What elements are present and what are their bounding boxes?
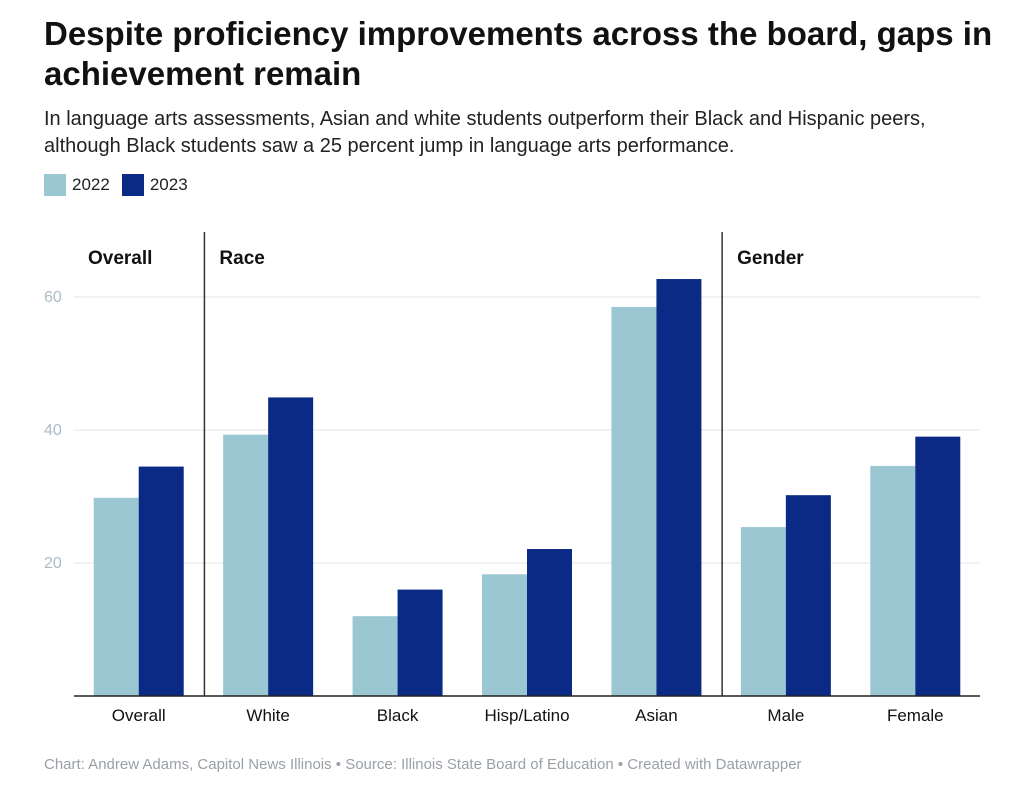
x-tick-label: Hisp/Latino xyxy=(484,706,569,725)
bar-chart: 20 40 60 Overall Race Gender Overall White Black… xyxy=(44,232,980,725)
y-tick-label: 60 xyxy=(44,289,62,306)
bar-2023-male xyxy=(785,495,831,696)
group-label-race: Race xyxy=(219,248,264,269)
legend-item-2022: 2022 xyxy=(44,174,110,196)
legend: 2022 2023 xyxy=(44,174,200,196)
bar-2022-female xyxy=(870,465,916,696)
bar-2022-overall xyxy=(93,497,139,696)
legend-label-2023: 2023 xyxy=(149,175,188,194)
x-tick-label: Black xyxy=(377,706,419,725)
chart-footer: Chart: Andrew Adams, Capitol News Illino… xyxy=(44,756,802,773)
x-tick-label: Female xyxy=(887,706,944,725)
bar-2023-asian xyxy=(656,279,702,696)
bar-2022-black xyxy=(352,616,398,696)
bar-2023-overall xyxy=(138,466,184,696)
y-tick-label: 40 xyxy=(44,422,62,439)
legend-swatch-2023 xyxy=(121,174,144,196)
x-tick-label: Male xyxy=(767,706,804,725)
x-tick-label: White xyxy=(246,706,289,725)
group-label-gender: Gender xyxy=(737,248,804,269)
chart-title: Despite proficiency improvements across … xyxy=(44,15,993,92)
y-tick-label: 20 xyxy=(44,555,62,572)
bar-2023-white xyxy=(268,397,314,696)
x-tick-label: Overall xyxy=(112,706,166,725)
bar-2023-hisp-latino xyxy=(527,549,572,696)
legend-swatch-2022 xyxy=(44,174,66,196)
bar-2022-hisp-latino xyxy=(482,574,527,696)
bar-2023-black xyxy=(397,589,443,696)
legend-label-2022: 2022 xyxy=(72,175,110,194)
x-tick-label: Asian xyxy=(635,706,678,725)
bar-2022-asian xyxy=(611,306,657,696)
chart-subtitle: In language arts assessments, Asian and … xyxy=(44,108,926,157)
legend-item-2023: 2023 xyxy=(121,174,188,196)
bar-2023-female xyxy=(915,436,961,696)
bar-2022-white xyxy=(223,434,269,696)
group-label-overall: Overall xyxy=(88,248,152,269)
bar-2022-male xyxy=(740,527,786,696)
